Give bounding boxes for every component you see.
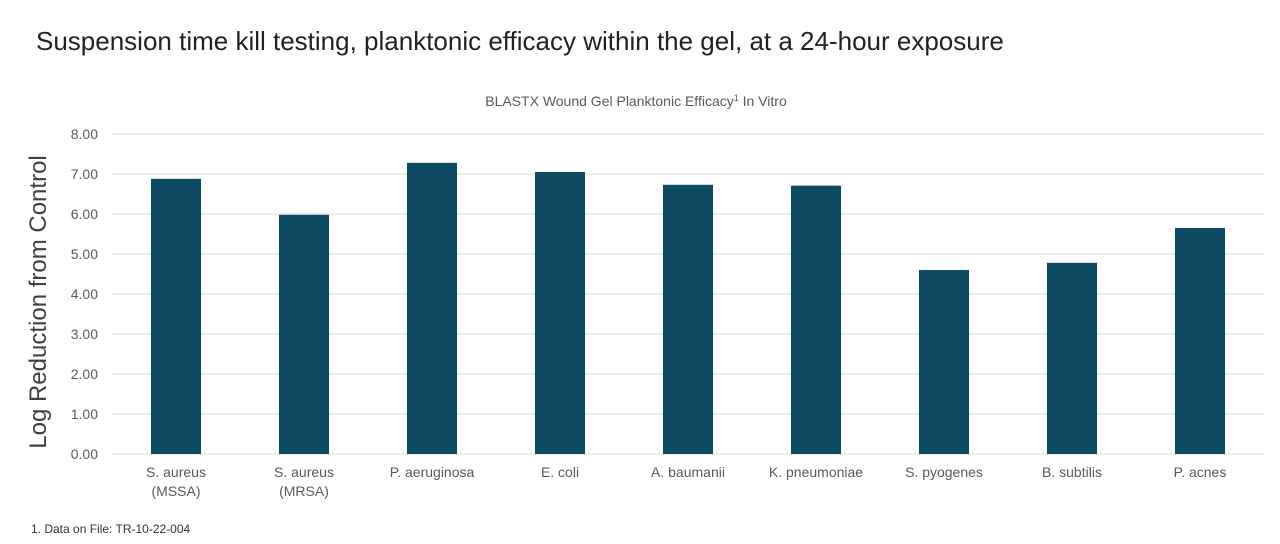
- x-tick-label: A. baumanii: [651, 464, 725, 480]
- y-tick-label: 7.00: [71, 166, 98, 182]
- bar: [279, 214, 329, 454]
- y-axis-label: Log Reduction from Control: [25, 155, 52, 448]
- x-tick-label-line: E. coli: [541, 464, 579, 480]
- chart-title-suffix: In Vitro: [739, 93, 787, 109]
- x-tick-label: S. pyogenes: [905, 464, 983, 480]
- x-tick-label-line: P. acnes: [1174, 464, 1227, 480]
- y-axis-tick-labels: 0.00 1.00 2.00 3.00 4.00 5.00 6.00 7.00 8.00: [71, 126, 98, 462]
- y-tick-label: 5.00: [71, 246, 98, 262]
- y-tick-label: 3.00: [71, 326, 98, 342]
- chart-title-main: BLASTX Wound Gel Planktonic Efficacy: [485, 93, 734, 109]
- x-tick-label-line: S. aureus: [274, 464, 334, 480]
- x-tick-label: B. subtilis: [1042, 464, 1102, 480]
- bar: [535, 172, 585, 454]
- y-tick-label: 8.00: [71, 126, 98, 142]
- x-tick-label-line: S. aureus: [146, 464, 206, 480]
- bar: [151, 178, 201, 455]
- x-tick-label: K. pneumoniae: [769, 464, 863, 480]
- y-tick-label: 6.00: [71, 206, 98, 222]
- x-tick-label-line: A. baumanii: [651, 464, 725, 480]
- y-tick-label: 4.00: [71, 286, 98, 302]
- x-tick-label: S. aureus (MRSA): [274, 464, 334, 499]
- page-heading: Suspension time kill testing, planktonic…: [36, 26, 1004, 56]
- x-tick-label-line: (MRSA): [279, 483, 329, 499]
- y-tick-label: 0.00: [71, 446, 98, 462]
- y-tick-label: 1.00: [71, 406, 98, 422]
- chart-title: BLASTX Wound Gel Planktonic Efficacy1 In…: [485, 93, 787, 109]
- bar: [1047, 262, 1097, 454]
- bar: [663, 184, 713, 455]
- x-tick-label: P. acnes: [1174, 464, 1227, 480]
- x-axis-tick-labels: S. aureus (MSSA) S. aureus (MRSA) P. aerugin…: [146, 464, 1226, 499]
- x-tick-label: E. coli: [541, 464, 579, 480]
- y-tick-label: 2.00: [71, 366, 98, 382]
- chart-title-superscript: 1: [734, 93, 739, 103]
- x-tick-label-line: (MSSA): [152, 483, 201, 499]
- bar: [919, 270, 969, 454]
- x-tick-label-line: P. aeruginosa: [390, 464, 475, 480]
- x-tick-label-line: K. pneumoniae: [769, 464, 863, 480]
- bars: [151, 162, 1225, 455]
- x-tick-label: S. aureus (MSSA): [146, 464, 206, 499]
- footnote: 1. Data on File: TR-10-22-004: [31, 522, 191, 536]
- bar: [791, 185, 841, 454]
- bar: [1175, 228, 1225, 454]
- bar: [407, 162, 457, 455]
- x-tick-label: P. aeruginosa: [390, 464, 475, 480]
- x-tick-label-line: B. subtilis: [1042, 464, 1102, 480]
- x-tick-label-line: S. pyogenes: [905, 464, 983, 480]
